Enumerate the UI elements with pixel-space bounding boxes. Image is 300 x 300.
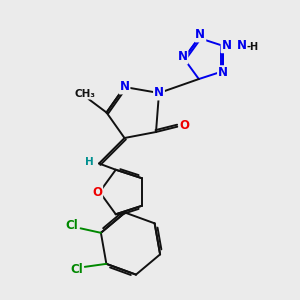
Text: N: N: [177, 50, 188, 64]
Text: N: N: [119, 80, 130, 94]
Text: O: O: [179, 119, 189, 132]
Text: -H: -H: [246, 42, 258, 52]
Text: CH₃: CH₃: [74, 88, 95, 99]
Text: Cl: Cl: [70, 263, 83, 276]
Text: Cl: Cl: [66, 219, 79, 232]
Text: N: N: [195, 28, 205, 41]
Text: N: N: [218, 66, 228, 79]
Text: N: N: [222, 39, 232, 52]
Text: O: O: [92, 185, 102, 199]
Text: N: N: [237, 39, 247, 52]
Text: N: N: [154, 86, 164, 100]
Text: H: H: [85, 157, 94, 167]
